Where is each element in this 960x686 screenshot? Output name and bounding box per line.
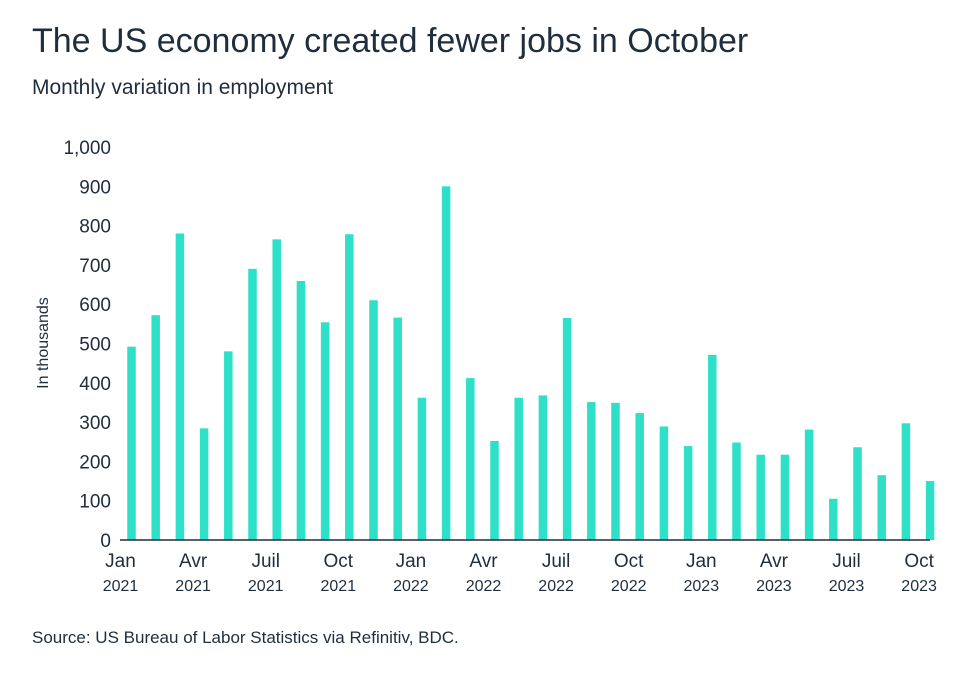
bar: [877, 475, 886, 540]
bar: [320, 322, 330, 540]
x-tick-year: 2022: [393, 578, 429, 595]
source-note: Source: US Bureau of Labor Statistics vi…: [32, 628, 459, 647]
bar: [683, 446, 693, 540]
x-tick-month: Jan: [396, 551, 427, 572]
y-tick-label: 1,000: [63, 138, 111, 159]
bar: [732, 442, 741, 540]
bar: [659, 426, 669, 540]
bar: [345, 234, 354, 540]
x-tick-month: Oct: [614, 551, 644, 572]
x-tick-month: Juil: [832, 551, 861, 572]
bar: [587, 402, 596, 540]
x-tick-month: Avr: [760, 551, 789, 572]
x-tick-year: 2023: [756, 578, 792, 595]
bar: [393, 317, 402, 540]
bar: [127, 346, 136, 540]
bar: [490, 440, 499, 540]
x-tick-year: 2023: [901, 578, 937, 595]
bar: [925, 481, 935, 540]
bar: [562, 317, 572, 540]
x-tick-year: 2023: [684, 578, 720, 595]
bar: [175, 233, 185, 540]
bar: [514, 397, 523, 540]
x-tick-year: 2022: [611, 578, 647, 595]
y-tick-label: 800: [79, 217, 111, 238]
x-tick-year: 2023: [829, 578, 865, 595]
x-tick-month: Juil: [251, 551, 280, 572]
bar: [853, 447, 862, 540]
y-tick-label: 600: [79, 295, 111, 316]
bar: [466, 378, 475, 540]
bar: [296, 281, 306, 540]
y-tick-label: 100: [79, 492, 111, 513]
y-axis-label: In thousands: [35, 297, 52, 389]
y-tick-label: 700: [79, 256, 111, 277]
bar: [708, 354, 717, 540]
y-axis-ticks: 0 100 200 300 400 500 600 700 800 900 1,000: [63, 138, 111, 552]
bar: [635, 413, 644, 540]
x-tick-year: 2021: [248, 578, 284, 595]
bar: [829, 498, 838, 540]
bar: [901, 423, 911, 540]
y-tick-label: 400: [79, 374, 111, 395]
y-tick-label: 0: [100, 531, 111, 552]
bar: [272, 239, 281, 541]
bar-chart: 0 100 200 300 400 500 600 700 800 900 1,000 Jan 202…: [35, 138, 937, 595]
x-tick-year: 2022: [466, 578, 502, 595]
x-tick-year: 2021: [175, 578, 211, 595]
bar: [611, 402, 620, 540]
bar: [369, 300, 378, 540]
bar: [151, 315, 160, 540]
bar: [804, 429, 814, 540]
bar: [441, 186, 451, 541]
x-tick-month: Jan: [686, 551, 717, 572]
y-tick-label: 900: [79, 177, 111, 198]
y-tick-label: 500: [79, 335, 111, 356]
x-tick-year: 2022: [538, 578, 574, 595]
bar: [538, 395, 548, 540]
x-tick-year: 2021: [321, 578, 357, 595]
bar: [780, 454, 790, 540]
x-tick-month: Jan: [105, 551, 136, 572]
x-tick-month: Juil: [542, 551, 571, 572]
y-tick-label: 300: [79, 413, 111, 434]
chart-title: The US economy created fewer jobs in Oct…: [32, 22, 749, 60]
x-tick-month: Avr: [179, 551, 208, 572]
chart-subtitle: Monthly variation in employment: [32, 76, 334, 99]
bar: [224, 351, 233, 540]
bar: [199, 428, 209, 540]
bars: [127, 186, 935, 541]
bar: [417, 397, 427, 540]
x-tick-year: 2021: [103, 578, 139, 595]
x-axis-ticks: Jan 2021 Avr 2021 Juil 2021 Oct 2021 Jan 2022 Avr 2…: [103, 551, 937, 595]
bar: [756, 454, 765, 540]
x-tick-month: Oct: [324, 551, 354, 572]
x-tick-month: Avr: [469, 551, 498, 572]
x-tick-month: Oct: [904, 551, 934, 572]
y-tick-label: 200: [79, 452, 111, 473]
bar: [248, 268, 257, 540]
